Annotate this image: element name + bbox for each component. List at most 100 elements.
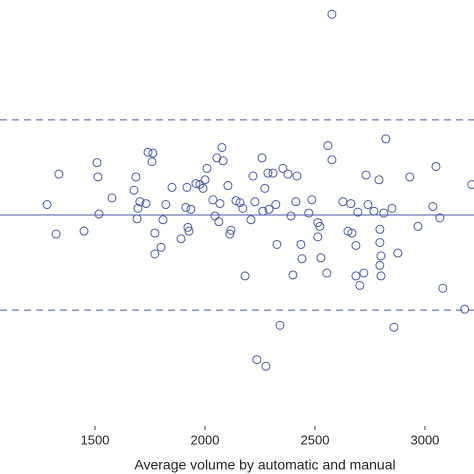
point	[150, 249, 160, 259]
point	[316, 253, 326, 263]
point	[387, 203, 397, 213]
point	[202, 163, 212, 173]
point	[327, 9, 337, 19]
point	[132, 214, 142, 224]
point	[235, 198, 245, 208]
point	[184, 226, 194, 236]
point	[375, 238, 385, 248]
point	[143, 147, 153, 157]
point	[286, 211, 296, 221]
point	[363, 200, 373, 210]
point	[200, 175, 210, 185]
point	[92, 158, 102, 168]
point	[250, 197, 260, 207]
point	[375, 224, 385, 234]
point	[223, 181, 233, 191]
point	[147, 157, 157, 167]
point	[291, 197, 301, 207]
point	[313, 232, 323, 242]
point	[264, 204, 274, 214]
point	[323, 141, 333, 151]
point	[268, 168, 278, 178]
point	[275, 320, 285, 330]
x-axis-label: Average volume by automatic and manual	[134, 457, 395, 473]
point	[351, 271, 361, 281]
point	[225, 229, 235, 239]
point	[381, 134, 391, 144]
point	[258, 206, 268, 216]
point	[42, 200, 52, 210]
point	[304, 208, 314, 218]
point	[379, 208, 389, 218]
point	[238, 203, 248, 213]
point	[431, 161, 441, 171]
point	[263, 168, 273, 178]
point	[210, 211, 220, 221]
point	[351, 240, 361, 250]
point	[183, 222, 193, 232]
point	[338, 197, 348, 207]
point	[292, 171, 302, 181]
point	[460, 304, 470, 314]
point	[467, 180, 474, 190]
point	[240, 271, 250, 281]
point	[208, 195, 218, 205]
point	[129, 185, 139, 195]
point	[369, 206, 379, 216]
x-tick-label: 2000	[191, 432, 220, 447]
point	[93, 172, 103, 182]
point	[167, 182, 177, 192]
point	[54, 169, 64, 179]
point	[307, 195, 317, 205]
point	[218, 156, 228, 166]
point	[271, 200, 281, 210]
x-tick-label: 1500	[81, 432, 110, 447]
point	[156, 242, 166, 252]
point	[107, 193, 117, 203]
point	[226, 225, 236, 235]
point	[296, 239, 306, 249]
point	[288, 270, 298, 280]
point	[389, 322, 399, 332]
point	[297, 254, 307, 264]
point	[278, 163, 288, 173]
x-tick-label: 2500	[301, 432, 330, 447]
point	[252, 355, 262, 365]
point	[376, 271, 386, 281]
point	[131, 172, 141, 182]
point	[428, 201, 438, 211]
point	[150, 228, 160, 238]
point	[374, 175, 384, 185]
point	[79, 226, 89, 236]
point	[327, 155, 337, 165]
point	[359, 268, 369, 278]
x-tick-label: 3000	[410, 432, 439, 447]
point	[355, 280, 365, 290]
point	[261, 361, 271, 371]
point	[217, 142, 227, 152]
point	[322, 268, 332, 278]
point	[260, 183, 270, 193]
point	[375, 260, 385, 270]
point	[191, 179, 201, 189]
point	[257, 153, 267, 163]
point	[405, 172, 415, 182]
point	[246, 215, 256, 225]
point	[315, 221, 325, 231]
point	[133, 203, 143, 213]
point	[198, 183, 208, 193]
point	[148, 148, 158, 158]
point	[94, 209, 104, 219]
point	[186, 204, 196, 214]
point	[435, 213, 445, 223]
point	[51, 229, 61, 239]
point	[347, 228, 357, 238]
point	[141, 199, 151, 209]
point	[182, 182, 192, 192]
point	[272, 239, 282, 249]
point	[158, 215, 168, 225]
point	[214, 217, 224, 227]
point	[393, 248, 403, 258]
